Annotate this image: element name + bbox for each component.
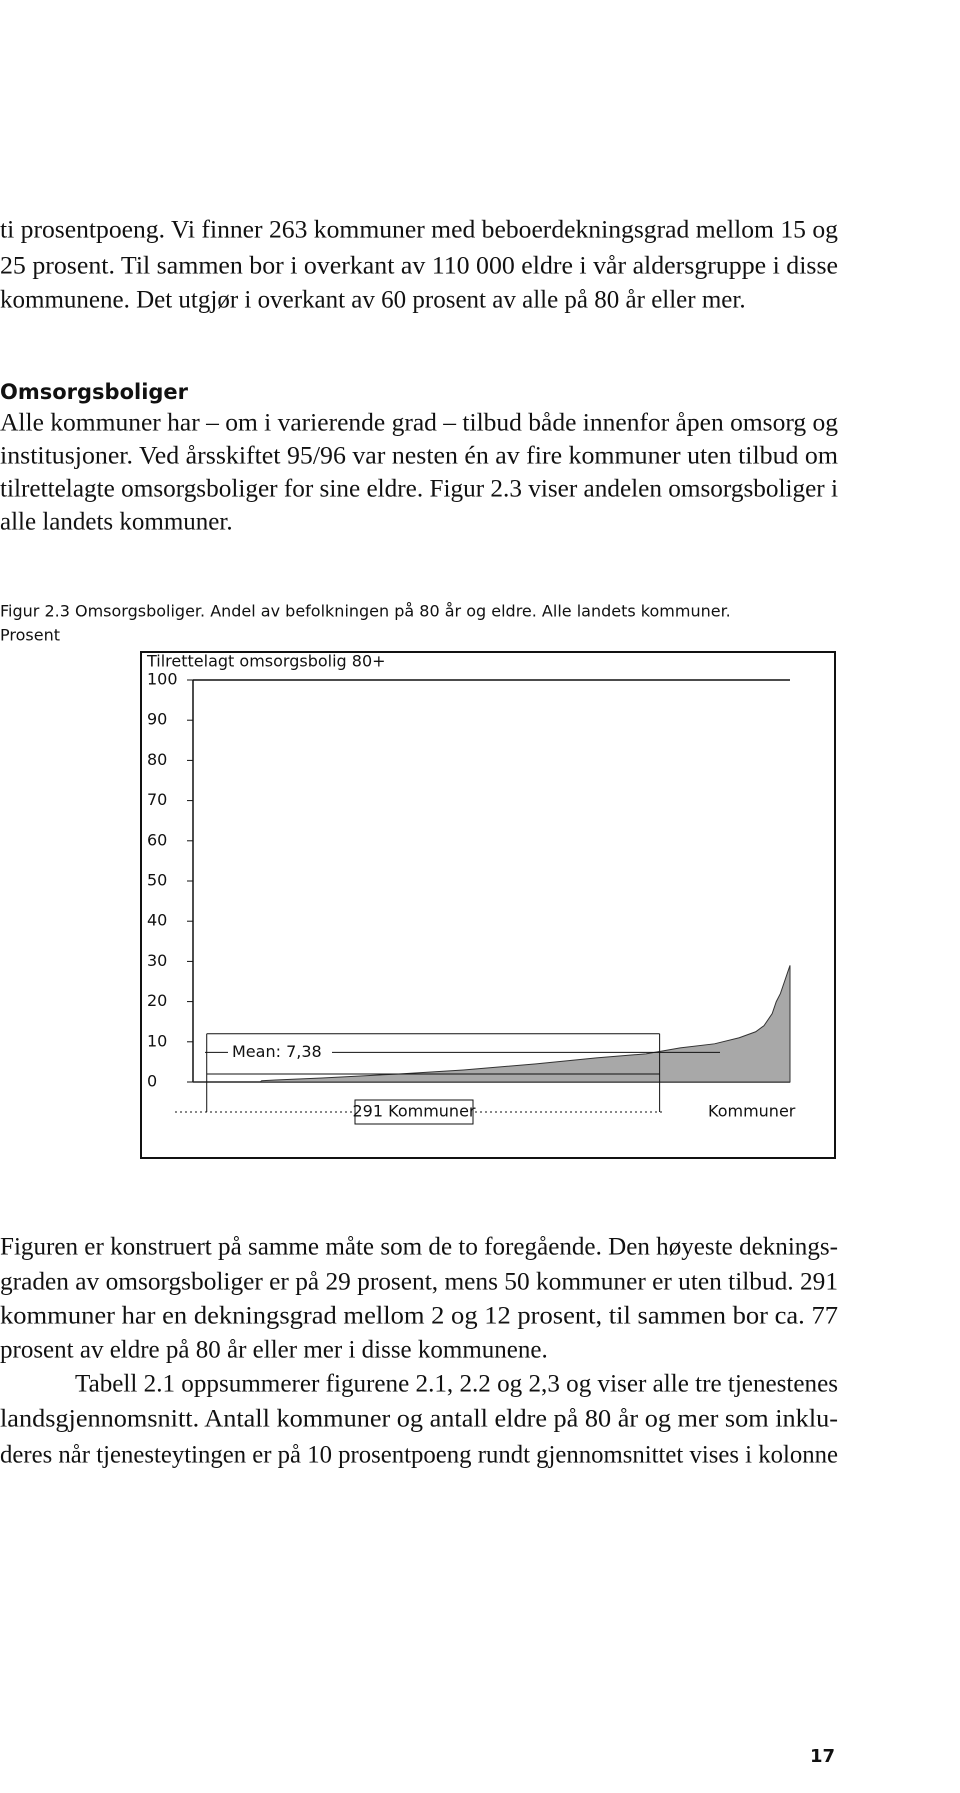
y-tick-label: 50: [147, 871, 167, 890]
y-tick-label: 70: [147, 790, 167, 809]
section-heading: Omsorgsboliger: [0, 380, 189, 404]
y-tick-label: 0: [147, 1072, 157, 1091]
text-line: ti prosentpoeng. Vi finner 263 kommuner …: [0, 217, 838, 244]
text-line: tilrettelagte omsorgsboliger for sine el…: [0, 476, 838, 503]
chart-frame: [140, 651, 836, 1159]
text-line: prosent av eldre på 80 år eller mer i di…: [0, 1337, 548, 1364]
band-label: 291 Kommuner: [353, 1102, 476, 1121]
y-tick-label: 40: [147, 911, 167, 930]
text-line: Tabell 2.1 oppsummerer figurene 2.1, 2.2…: [75, 1371, 838, 1398]
x-axis-label: Kommuner: [708, 1102, 796, 1121]
band-label-box: [354, 1099, 474, 1125]
text-line: 25 prosent. Til sammen bor i overkant av…: [0, 253, 838, 280]
mean-label: Mean: 7,38: [232, 1042, 322, 1061]
figure-caption: Figur 2.3 Omsorgsboliger. Andel av befol…: [0, 602, 731, 621]
y-tick-label: 10: [147, 1031, 167, 1050]
y-axis-label: Tilrettelagt omsorgsbolig 80+: [146, 652, 386, 671]
y-tick-label: 80: [147, 750, 167, 769]
text-line: graden av omsorgsboliger er på 29 prosen…: [0, 1269, 838, 1296]
y-tick-label: 90: [147, 710, 167, 729]
page-number: 17: [810, 1746, 835, 1767]
y-tick-label: 60: [147, 830, 167, 849]
text-line: alle landets kommuner.: [0, 509, 233, 536]
y-tick-label: 30: [147, 951, 167, 970]
text-line: landsgjennomsnitt. Antall kommuner og an…: [0, 1406, 838, 1433]
text-line: kommuner har en dekningsgrad mellom 2 og…: [0, 1303, 838, 1330]
figure-caption: Prosent: [0, 626, 60, 645]
area: [193, 965, 791, 1083]
text-line: institusjoner. Ved årsskiftet 95/96 var …: [0, 443, 839, 470]
text-line: deres når tjenesteytingen er på 10 prose…: [0, 1442, 838, 1469]
text-line: kommunene. Det utgjør i overkant av 60 p…: [0, 287, 746, 314]
text-line: Figuren er konstruert på samme måte som …: [0, 1234, 838, 1261]
text-line: Alle kommuner har – om i varierende grad…: [0, 410, 838, 437]
y-tick-label: 100: [147, 670, 178, 689]
mean-label-bg: [228, 1042, 332, 1063]
y-tick-label: 20: [147, 991, 167, 1010]
